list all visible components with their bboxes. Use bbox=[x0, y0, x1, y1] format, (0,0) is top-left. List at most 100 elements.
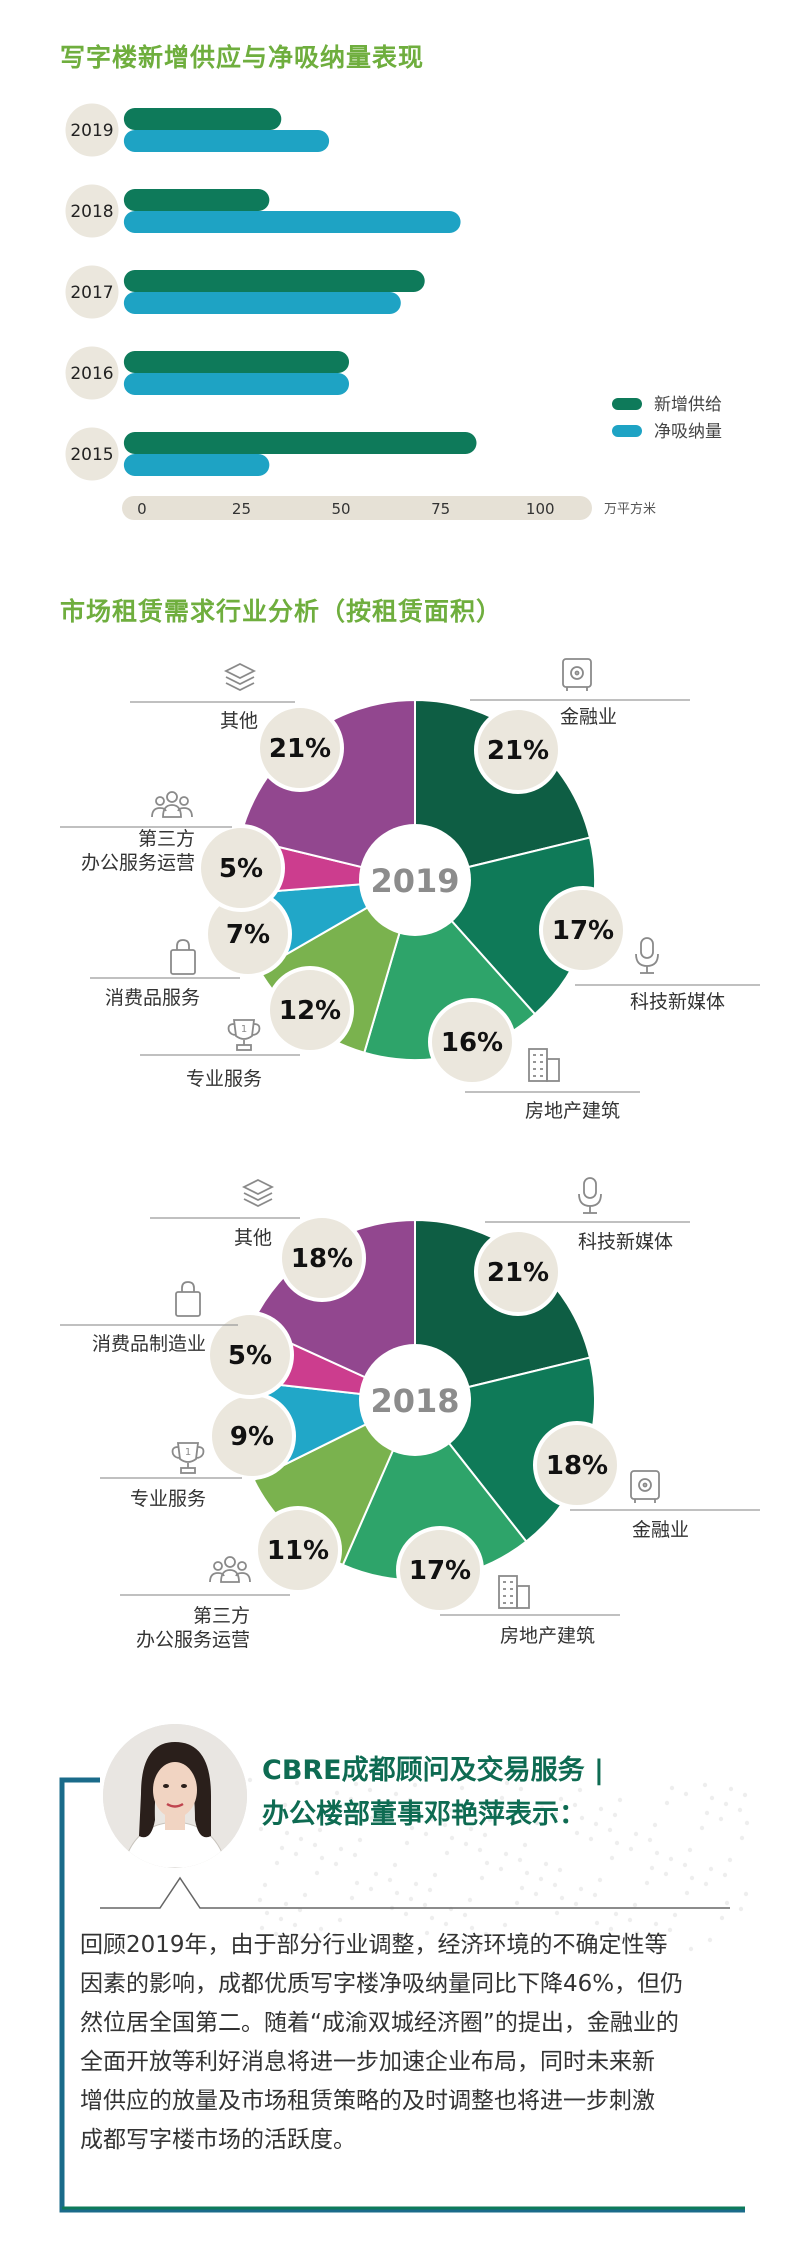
pie-center-hole bbox=[359, 1344, 471, 1456]
quote-heading-line1: CBRE成都顾问及交易服务 | bbox=[262, 1755, 604, 1786]
pct-label: 17% bbox=[409, 1556, 471, 1586]
bar-2018-absorption bbox=[123, 211, 461, 233]
safe-icon bbox=[562, 658, 592, 691]
bar-2018-supply bbox=[123, 189, 270, 211]
x-axis-unit: 万平方米 bbox=[604, 501, 656, 517]
pct-badge bbox=[533, 1421, 621, 1509]
category-label: 消费品制造业 bbox=[92, 1333, 206, 1355]
pct-badge bbox=[266, 966, 354, 1054]
legend-label: 新增供给 bbox=[654, 395, 722, 415]
pct-badge bbox=[428, 998, 516, 1086]
x-tick-label: 25 bbox=[232, 500, 251, 518]
bar-2016-absorption bbox=[123, 373, 350, 395]
trophy-icon: 1 bbox=[171, 1442, 205, 1474]
pct-label: 12% bbox=[279, 996, 341, 1026]
quote-line: 增供应的放量及市场租赁策略的及时调整也将进一步刺激 bbox=[80, 2088, 655, 2114]
bar-2019-absorption bbox=[123, 130, 330, 152]
pct-label: 18% bbox=[546, 1451, 608, 1481]
category-label: 办公服务运营 bbox=[81, 852, 195, 874]
pie-center-hole bbox=[359, 824, 471, 936]
quote-heading-line2: 办公楼部董事邓艳萍表示： bbox=[262, 1799, 586, 1830]
pct-label: 21% bbox=[487, 736, 549, 766]
year-label: 2018 bbox=[70, 202, 113, 222]
year-badge-2017 bbox=[62, 262, 122, 322]
category-label: 科技新媒体 bbox=[578, 1231, 673, 1253]
pct-badge bbox=[539, 886, 627, 974]
category-label: 消费品服务 bbox=[105, 987, 200, 1009]
category-label: 其他 bbox=[234, 1227, 272, 1249]
pct-label: 21% bbox=[487, 1258, 549, 1288]
x-tick-label: 75 bbox=[431, 500, 450, 518]
shopping-bag-icon bbox=[175, 1281, 201, 1317]
category-label: 专业服务 bbox=[130, 1488, 206, 1510]
pct-badge bbox=[474, 1228, 562, 1316]
pct-badge bbox=[396, 1526, 484, 1614]
safe-icon bbox=[630, 1470, 660, 1503]
bar-2015-absorption bbox=[123, 454, 270, 476]
bar-chart-title: 写字楼新增供应与净吸纳量表现 bbox=[60, 43, 425, 72]
category-label: 科技新媒体 bbox=[630, 991, 725, 1013]
bar-2015-supply bbox=[123, 432, 477, 454]
microphone-icon bbox=[635, 937, 659, 974]
pct-label: 18% bbox=[291, 1244, 353, 1274]
pct-label: 16% bbox=[441, 1028, 503, 1058]
pct-label: 17% bbox=[552, 916, 614, 946]
building-icon bbox=[498, 1575, 530, 1609]
pct-label: 5% bbox=[219, 854, 263, 884]
bar-2019-supply bbox=[123, 108, 282, 130]
svg-text:1: 1 bbox=[185, 1447, 191, 1458]
quote-line: 回顾2019年，由于部分行业调整，经济环境的不确定性等 bbox=[80, 1932, 668, 1958]
avatar bbox=[103, 1724, 247, 1868]
pct-badge bbox=[474, 706, 562, 794]
people-icon bbox=[151, 791, 193, 818]
layers-icon bbox=[223, 662, 257, 692]
speech-pointer-line bbox=[100, 1876, 730, 1909]
trophy-icon: 1 bbox=[227, 1019, 261, 1051]
pct-label: 21% bbox=[269, 734, 331, 764]
quote-body: 回顾2019年，由于部分行业调整，经济环境的不确定性等 因素的影响，成都优质写字… bbox=[80, 1926, 730, 2160]
quote-line: 然位居全国第二。随着“成渝双城经济圈”的提出，金融业的 bbox=[80, 2010, 679, 2036]
category-label: 办公服务运营 bbox=[136, 1629, 250, 1651]
pct-badge bbox=[197, 824, 285, 912]
quote-border bbox=[59, 1777, 745, 2213]
pct-label: 11% bbox=[267, 1536, 329, 1566]
x-tick-label: 50 bbox=[332, 500, 351, 518]
pct-label: 5% bbox=[228, 1341, 272, 1371]
supply-absorption-bar-chart: 2019 2018 2017 2016 2015 0 25 50 75 100 万平方米 新增供给净吸… bbox=[62, 100, 722, 520]
quote-line: 因素的影响，成都优质写字楼净吸纳量同比下降46%，但仍 bbox=[80, 1971, 684, 1997]
bar-2017-absorption bbox=[123, 292, 401, 314]
pct-badge bbox=[278, 1214, 366, 1302]
category-label: 金融业 bbox=[632, 1519, 689, 1541]
year-badge-2019 bbox=[62, 100, 122, 160]
year-label: 2017 bbox=[70, 283, 113, 303]
layers-icon bbox=[241, 1178, 275, 1208]
people-icon bbox=[209, 1556, 251, 1583]
microphone-icon bbox=[578, 1177, 602, 1214]
world-map-dots bbox=[247, 1777, 750, 1952]
category-label: 房地产建筑 bbox=[500, 1625, 595, 1647]
pct-badge bbox=[256, 704, 344, 792]
x-tick-label: 100 bbox=[526, 500, 555, 518]
year-label: 2019 bbox=[70, 121, 113, 141]
year-label: 2015 bbox=[70, 445, 113, 465]
category-label: 第三方 bbox=[138, 828, 195, 850]
x-tick-label: 0 bbox=[137, 500, 147, 518]
bar-2016-supply bbox=[123, 351, 350, 373]
pct-label: 7% bbox=[226, 920, 270, 950]
svg-text:1: 1 bbox=[241, 1024, 247, 1035]
pie-year-title: 2019 bbox=[370, 862, 459, 900]
year-badge-2015 bbox=[62, 424, 122, 484]
x-axis-track bbox=[122, 496, 592, 520]
pct-label: 9% bbox=[230, 1422, 274, 1452]
pie-year-title: 2018 bbox=[370, 1382, 459, 1420]
quote-line: 成都写字楼市场的活跃度。 bbox=[80, 2127, 356, 2153]
bar-2017-supply bbox=[123, 270, 425, 292]
year-badge-2018 bbox=[62, 181, 122, 241]
pct-badge bbox=[206, 1311, 294, 1399]
shopping-bag-icon bbox=[170, 939, 196, 975]
industry-pie-2019: 2019 21% 金融业 17% 科技新媒体 16% 房地产建筑 12% 1 专业服务 7% 消费品服… bbox=[60, 658, 760, 1122]
legend-swatch bbox=[612, 425, 642, 437]
legend-label: 净吸纳量 bbox=[654, 422, 722, 442]
quote-line: 全面开放等利好消息将进一步加速企业布局，同时未来新 bbox=[80, 2049, 655, 2075]
